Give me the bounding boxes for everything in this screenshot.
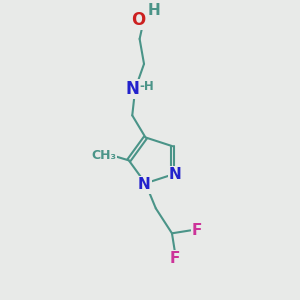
Text: CH₃: CH₃ — [91, 149, 116, 163]
Text: F: F — [192, 223, 202, 238]
Text: F: F — [170, 251, 180, 266]
Text: -H: -H — [139, 80, 154, 93]
Text: N: N — [169, 167, 182, 182]
Text: O: O — [131, 11, 145, 29]
Text: N: N — [138, 177, 150, 192]
Text: H: H — [147, 3, 160, 18]
Text: N: N — [126, 80, 140, 98]
